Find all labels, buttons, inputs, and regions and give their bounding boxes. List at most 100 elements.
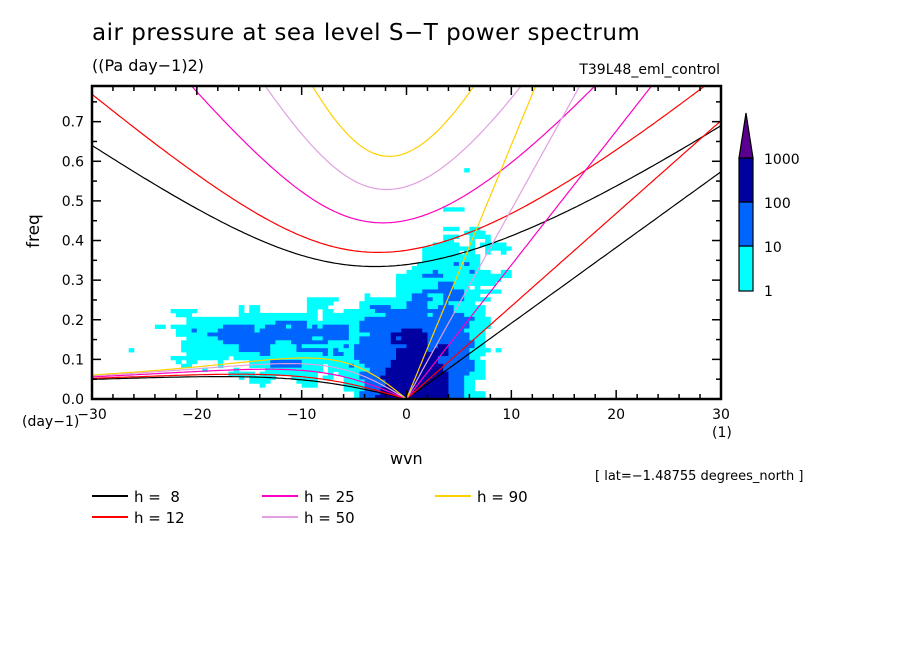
power-cell [443, 387, 449, 392]
power-cell [411, 320, 418, 326]
power-cell [233, 340, 240, 345]
power-cell [301, 383, 308, 388]
power-cell [464, 293, 470, 298]
power-cell [469, 265, 476, 271]
power-cell [317, 320, 324, 326]
power-cell [448, 352, 455, 357]
power-cell [202, 336, 208, 341]
power-cell [437, 379, 444, 384]
power-cell [474, 359, 481, 365]
power-cell [422, 258, 428, 263]
power-cell [432, 273, 439, 279]
power-cell [464, 371, 470, 376]
power-cell [411, 340, 418, 345]
power-cell [306, 305, 313, 310]
power-cell [285, 363, 292, 369]
power-cell [469, 246, 476, 251]
rossby-curve [92, 376, 407, 399]
power-cell [228, 316, 234, 322]
power-cell [474, 262, 481, 267]
power-cell [458, 246, 465, 251]
power-cell [238, 328, 245, 333]
power-cell [244, 320, 250, 326]
power-cell [212, 324, 219, 329]
power-cell [453, 395, 460, 399]
power-cell [233, 324, 240, 329]
power-cell [432, 285, 439, 290]
power-cell [275, 336, 282, 341]
power-cell [416, 395, 423, 399]
power-cell [416, 344, 423, 349]
power-cell [479, 332, 486, 337]
power-cell [270, 340, 276, 345]
power-cell [464, 316, 470, 322]
power-cell [479, 340, 486, 345]
power-cell [469, 281, 476, 286]
power-cell [474, 234, 481, 239]
power-cell [432, 277, 439, 283]
power-cell [322, 316, 329, 322]
power-cell [448, 207, 455, 212]
power-cell [406, 277, 413, 283]
power-cell [427, 277, 434, 283]
power-cell [375, 348, 381, 353]
power-cell [196, 328, 203, 333]
power-cell [427, 301, 434, 306]
power-cell [296, 363, 303, 369]
power-cell [443, 391, 449, 396]
power-cell [479, 367, 486, 373]
power-cell [453, 273, 460, 279]
power-cell [296, 316, 303, 322]
power-cell [264, 344, 271, 349]
power-cell [238, 336, 245, 341]
power-cell [411, 289, 418, 294]
power-cell [464, 281, 470, 286]
power-cell [238, 316, 245, 322]
power-cell [354, 312, 360, 318]
power-cell [270, 371, 276, 376]
power-cell [406, 340, 413, 345]
power-cell [422, 379, 428, 384]
power-cell [280, 344, 287, 349]
power-cell [469, 387, 476, 392]
power-cell [453, 293, 460, 298]
power-cell [396, 301, 402, 306]
power-cell [422, 367, 428, 373]
power-cell [411, 344, 418, 349]
power-cell [458, 269, 465, 275]
power-cell [406, 293, 413, 298]
power-cell [453, 301, 460, 306]
power-cell [474, 344, 481, 349]
power-cell [453, 207, 460, 212]
power-cell [202, 340, 208, 345]
power-cell [306, 332, 313, 337]
power-cell [280, 359, 287, 365]
power-cell [422, 269, 428, 275]
power-cell [396, 309, 402, 314]
power-cell [453, 340, 460, 345]
power-cell [401, 363, 407, 369]
power-cell [186, 352, 192, 357]
power-cell [448, 355, 455, 361]
power-cell [406, 355, 413, 361]
power-cell [474, 375, 481, 380]
power-cell [259, 359, 266, 365]
power-cell [396, 367, 402, 373]
power-cell [474, 305, 481, 310]
power-cell [312, 328, 318, 333]
power-cell [369, 379, 376, 384]
power-cell [495, 277, 502, 283]
power-cell [327, 336, 334, 341]
power-cell [191, 344, 198, 349]
power-cell [343, 328, 350, 333]
power-cell [469, 328, 476, 333]
power-cell [458, 340, 465, 345]
power-cell [254, 344, 261, 349]
power-cell [196, 332, 203, 337]
power-cell [264, 328, 271, 333]
inertia-gravity-curve [92, 125, 721, 268]
power-cell [275, 328, 282, 333]
power-cell [479, 391, 486, 396]
power-cell [369, 375, 376, 380]
power-cell [322, 348, 329, 353]
